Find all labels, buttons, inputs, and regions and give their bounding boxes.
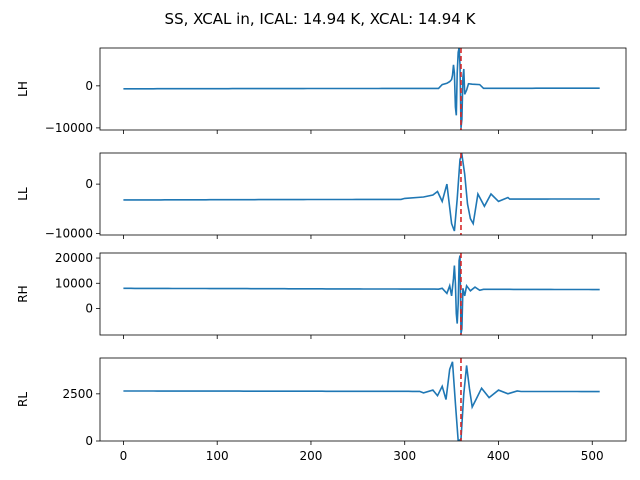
x-tick-label: 400 bbox=[487, 449, 510, 463]
y-tick-label: 0 bbox=[85, 177, 93, 191]
subplot-rh: 0 10000 20000 RH bbox=[16, 251, 627, 339]
figure-title: SS, XCAL in, ICAL: 14.94 K, XCAL: 14.94 … bbox=[165, 10, 477, 28]
subplot-grid: −10000 0 LH −10000 0 LL 0 10000 20000 RH 0 2500 RL 0 1… bbox=[16, 47, 627, 463]
x-tick-label: 300 bbox=[393, 449, 416, 463]
axes-frame bbox=[99, 357, 627, 442]
y-axis-label: LH bbox=[16, 81, 30, 97]
subplot-rl: 0 2500 RL 0 100 200 300 400 500 bbox=[16, 357, 627, 463]
y-tick-label: 10000 bbox=[55, 276, 93, 290]
series-line bbox=[123, 255, 600, 334]
series-line bbox=[123, 48, 600, 128]
y-tick-label: 2500 bbox=[62, 387, 93, 401]
y-tick-label: 0 bbox=[85, 302, 93, 316]
y-tick-label: −10000 bbox=[45, 227, 93, 241]
series-line bbox=[123, 153, 600, 232]
y-tick-label: 0 bbox=[85, 79, 93, 93]
axes-frame bbox=[99, 252, 627, 336]
subplot-ll: −10000 0 LL bbox=[16, 152, 627, 241]
subplot-lh: −10000 0 LH bbox=[16, 47, 627, 135]
y-axis-label: LL bbox=[16, 187, 30, 201]
y-axis-label: RL bbox=[16, 392, 30, 407]
x-tick-label: 0 bbox=[120, 449, 128, 463]
y-tick-label: −10000 bbox=[45, 121, 93, 135]
x-tick-label: 500 bbox=[581, 449, 604, 463]
y-axis-label: RH bbox=[16, 285, 30, 302]
x-tick-label: 100 bbox=[206, 449, 229, 463]
series-line bbox=[123, 361, 600, 441]
y-tick-label: 20000 bbox=[55, 251, 93, 265]
y-tick-label: 0 bbox=[85, 434, 93, 448]
axes-frame bbox=[99, 152, 627, 236]
axes-frame bbox=[99, 47, 627, 131]
x-tick-label: 200 bbox=[300, 449, 323, 463]
